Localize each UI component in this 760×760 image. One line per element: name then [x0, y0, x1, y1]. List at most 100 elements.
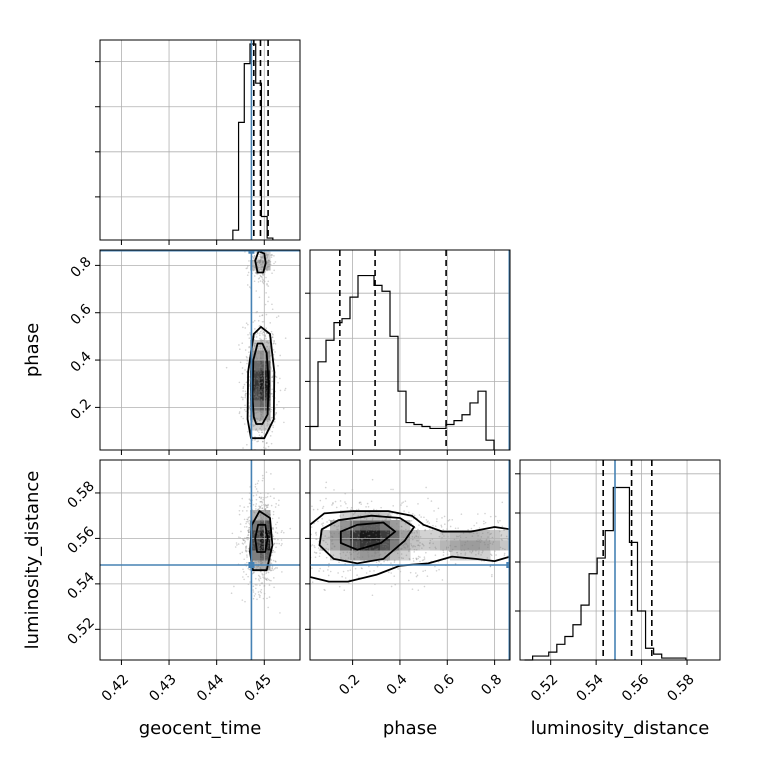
density-cell [460, 540, 471, 551]
sample-point [442, 549, 444, 552]
sample-point [431, 528, 434, 531]
sample-point [384, 543, 387, 546]
sample-point [248, 502, 251, 505]
sample-point [415, 575, 418, 578]
sample-point [251, 350, 254, 353]
sample-point [427, 520, 429, 522]
sample-point [360, 503, 362, 505]
sample-point [260, 413, 263, 416]
sample-point [503, 554, 506, 556]
sample-point [333, 524, 335, 527]
density-cell [380, 510, 391, 521]
sample-point [281, 543, 283, 545]
sample-point [252, 556, 254, 558]
sample-point [365, 518, 368, 520]
sample-point [272, 549, 274, 552]
sample-point [258, 521, 260, 523]
sample-point [537, 539, 539, 541]
sample-point [401, 502, 403, 504]
sample-point [330, 521, 333, 523]
sample-point [271, 254, 274, 256]
sample-point [261, 559, 264, 561]
sample-point [248, 531, 250, 534]
sample-point [260, 411, 263, 414]
sample-point [255, 390, 258, 392]
truth-marker [248, 562, 255, 568]
sample-point [261, 539, 264, 542]
sample-point [438, 535, 441, 538]
sample-point [321, 517, 323, 520]
sample-point [273, 420, 276, 423]
sample-point [261, 273, 264, 275]
sample-point [542, 544, 544, 546]
sample-point [462, 532, 465, 535]
sample-point [244, 349, 247, 351]
sample-point [257, 554, 259, 556]
sample-point [326, 543, 329, 546]
sample-point [362, 550, 365, 552]
sample-point [268, 351, 270, 354]
sample-point [260, 560, 262, 563]
sample-point [339, 515, 341, 517]
sample-point [238, 412, 241, 415]
sample-point [264, 403, 267, 405]
sample-point [271, 393, 273, 395]
sample-point [258, 393, 260, 396]
sample-point [408, 557, 411, 560]
sample-point [245, 522, 247, 525]
sample-point [516, 550, 518, 552]
sample-point [427, 497, 429, 500]
sample-point [255, 272, 258, 275]
sample-point [266, 549, 268, 552]
sample-point [278, 542, 280, 545]
sample-point [247, 323, 249, 326]
sample-point [361, 538, 364, 541]
density-cell [330, 530, 341, 541]
sample-point [290, 530, 292, 532]
sample-point [248, 526, 250, 529]
sample-point [249, 332, 251, 334]
sample-point [392, 545, 395, 548]
truth-marker [248, 250, 255, 254]
density-cell [360, 520, 371, 531]
sample-point [302, 553, 304, 555]
sample-point [260, 265, 263, 268]
sample-point [242, 576, 244, 578]
sample-point [492, 541, 495, 544]
sample-point [253, 399, 255, 402]
sample-point [266, 269, 268, 272]
sample-point [261, 440, 264, 443]
sample-point [267, 259, 270, 261]
sample-point [255, 494, 258, 496]
sample-point [261, 339, 263, 342]
xtick-label-luminosity_distance: 0.56 [619, 671, 652, 704]
sample-point [264, 397, 267, 399]
sample-point [336, 528, 338, 531]
sample-point [260, 519, 263, 522]
sample-point [256, 540, 259, 543]
sample-point [273, 269, 275, 272]
sample-point [259, 575, 261, 578]
sample-point [270, 253, 273, 256]
grid-layer [100, 40, 720, 660]
sample-point [257, 411, 259, 413]
sample-point [243, 408, 246, 411]
sample-point [383, 560, 385, 563]
sample-point [383, 543, 386, 546]
sample-point [257, 319, 260, 322]
sample-point [278, 400, 280, 403]
sample-point [260, 269, 263, 271]
sample-point [419, 541, 421, 544]
sample-point [369, 570, 371, 572]
sample-point [247, 534, 249, 537]
sample-point [489, 565, 492, 568]
sample-point [417, 544, 419, 547]
density-cell [390, 530, 401, 541]
sample-point [435, 547, 437, 550]
sample-point [238, 509, 241, 512]
sample-point [539, 545, 541, 547]
sample-point [259, 365, 262, 368]
density-cell [360, 540, 371, 551]
density-cell [500, 540, 510, 551]
axes-frames [99, 39, 721, 661]
